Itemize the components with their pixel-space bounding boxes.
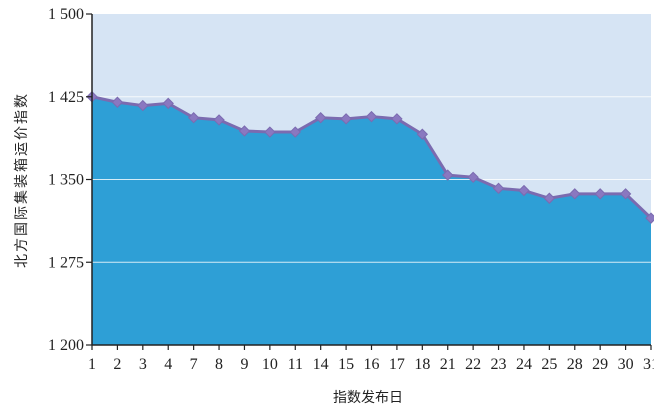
y-tick-label: 1 350 bbox=[48, 172, 84, 189]
x-tick-label: 21 bbox=[440, 356, 456, 373]
data-point-marker bbox=[391, 113, 403, 125]
data-point-marker bbox=[467, 171, 479, 184]
data-point-marker bbox=[416, 128, 429, 140]
data-point-marker bbox=[442, 169, 454, 181]
y-tick-label: 1 275 bbox=[48, 254, 84, 271]
x-tick-label: 29 bbox=[592, 356, 608, 373]
data-point-marker bbox=[238, 125, 251, 137]
data-point-marker bbox=[365, 110, 378, 123]
x-tick-label: 31 bbox=[643, 356, 654, 373]
x-tick-label: 17 bbox=[389, 356, 405, 373]
data-point-marker bbox=[543, 192, 556, 204]
x-tick-label: 25 bbox=[541, 356, 557, 373]
data-point-marker bbox=[340, 113, 352, 125]
x-tick-label: 28 bbox=[567, 356, 583, 373]
x-tick-label: 10 bbox=[262, 356, 278, 373]
data-point-marker bbox=[137, 99, 149, 112]
data-point-marker bbox=[289, 126, 301, 138]
x-tick-label: 22 bbox=[465, 356, 481, 373]
x-tick-label: 11 bbox=[288, 356, 303, 373]
y-tick-label: 1 500 bbox=[48, 6, 84, 23]
x-tick-label: 8 bbox=[215, 356, 223, 373]
axis-layer bbox=[86, 13, 652, 350]
data-point-marker bbox=[162, 97, 174, 110]
data-point-marker bbox=[645, 212, 654, 224]
x-tick-label: 9 bbox=[240, 356, 248, 373]
x-tick-label: 23 bbox=[491, 356, 507, 373]
x-tick-label: 24 bbox=[516, 356, 532, 373]
x-tick-label: 4 bbox=[164, 356, 172, 373]
x-tick-label: 1 bbox=[88, 356, 96, 373]
x-axis-title: 指数发布日 bbox=[333, 390, 403, 406]
marker-layer bbox=[86, 91, 654, 224]
data-point-marker bbox=[492, 182, 505, 195]
data-point-marker bbox=[187, 112, 200, 124]
y-tick-label: 1 200 bbox=[48, 337, 84, 354]
data-point-marker bbox=[619, 188, 632, 200]
grid-layer bbox=[92, 96, 651, 263]
data-point-marker bbox=[569, 188, 581, 200]
x-tick-label: 7 bbox=[190, 356, 198, 373]
y-axis-title: 北方国际集装箱运价指数 bbox=[13, 92, 30, 268]
area-layer bbox=[92, 96, 651, 345]
y-tick-label: 1 425 bbox=[48, 89, 84, 106]
x-tick-label: 30 bbox=[618, 356, 634, 373]
x-tick-labels: 123478910111415161718212223242528293031 bbox=[88, 356, 654, 373]
series-area bbox=[92, 96, 651, 345]
data-point-marker bbox=[314, 112, 327, 124]
y-tick-labels: 1 200 1 275 1 350 1 425 1 500 bbox=[48, 6, 84, 354]
data-point-marker bbox=[264, 126, 276, 138]
data-point-marker bbox=[111, 96, 124, 108]
x-tick-label: 15 bbox=[338, 356, 354, 373]
x-tick-label: 16 bbox=[364, 356, 380, 373]
data-point-marker bbox=[213, 114, 225, 126]
x-tick-label: 14 bbox=[313, 356, 329, 373]
data-point-marker bbox=[594, 188, 606, 200]
data-point-marker bbox=[518, 184, 530, 197]
x-tick-label: 3 bbox=[139, 356, 147, 373]
x-tick-label: 18 bbox=[414, 356, 430, 373]
x-tick-label: 2 bbox=[113, 356, 121, 373]
